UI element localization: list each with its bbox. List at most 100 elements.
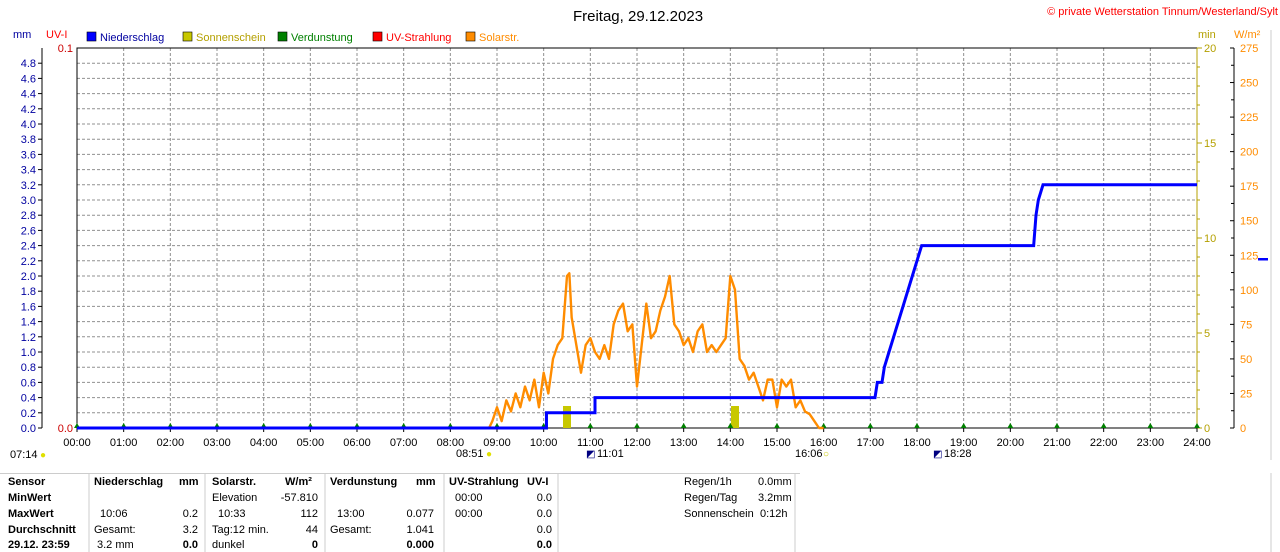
legend-label: Verdunstung — [291, 32, 353, 44]
y-tick-min: 0 — [1204, 423, 1210, 435]
y-tick-min: 5 — [1204, 328, 1210, 340]
y-tick-mm: 3.8 — [21, 134, 36, 146]
sunshine-bar — [731, 406, 739, 428]
y-tick-mm: 0.4 — [21, 393, 36, 405]
uv-max-val: 0.0 — [536, 508, 552, 520]
y-tick-mm: 4.6 — [21, 73, 36, 85]
label-date: 29.12. 23:59 — [8, 539, 70, 551]
x-tick-label: 08:00 — [437, 437, 465, 449]
y-tick-mm: 4.0 — [21, 119, 36, 131]
x-tick-label: 22:00 — [1090, 437, 1118, 449]
precip-header: Niederschlag — [94, 476, 164, 488]
y-tick-mm: 2.8 — [21, 210, 36, 222]
x-tick-label: 04:00 — [250, 437, 278, 449]
solar-elev-label: Elevation — [212, 492, 258, 504]
summary-rainday-label: Regen/Tag — [684, 492, 738, 504]
y-tick-min: 15 — [1204, 138, 1216, 150]
copyright-note: © private Wetterstation Tinnum/Westerlan… — [1047, 6, 1278, 18]
precip-max-time: 10:06 — [100, 508, 128, 520]
y-tick-wm2: 250 — [1240, 78, 1258, 90]
first-light-time: 07:14 — [10, 449, 38, 461]
evaporation-marker — [1194, 423, 1200, 428]
stats-table: Sensor MinWert MaxWert Durchschnitt 29.1… — [0, 473, 1280, 552]
y-tick-mm: 4.4 — [21, 89, 36, 101]
y-tick-mm: 1.0 — [21, 347, 36, 359]
y-tick-mm: 1.8 — [21, 286, 36, 298]
sun-icon-sunrise: ● — [486, 449, 492, 460]
evaporation-marker — [587, 423, 594, 428]
evap-max-val: 0.077 — [406, 508, 434, 520]
solar-day-val: 44 — [305, 524, 318, 536]
summary-sunshine-label: Sonnenschein — [684, 508, 754, 520]
legend-label: Solarstr. — [479, 32, 519, 44]
y-tick-wm2: 50 — [1240, 354, 1252, 366]
y-tick-min: 10 — [1204, 233, 1216, 245]
precip-unit: mm — [179, 476, 199, 488]
uv-min-time: 00:00 — [455, 492, 483, 504]
x-tick-label: 18:00 — [903, 437, 931, 449]
evaporation-marker — [960, 423, 967, 428]
solar-dark-val: 0 — [311, 539, 318, 551]
y-tick-wm2: 100 — [1240, 285, 1258, 297]
y-tick-uvi: 0.1 — [58, 43, 73, 55]
y-tick-wm2: 200 — [1240, 147, 1258, 159]
x-tick-label: 10:00 — [530, 437, 558, 449]
evaporation-marker — [727, 423, 734, 428]
y-tick-wm2: 25 — [1240, 388, 1252, 400]
x-tick-label: 24:00 — [1183, 437, 1211, 449]
y-tick-wm2: 0 — [1240, 423, 1246, 435]
evaporation-marker — [1147, 423, 1154, 428]
x-tick-label: 16:00 — [810, 437, 838, 449]
y-tick-wm2: 75 — [1240, 319, 1252, 331]
y-tick-mm: 0.8 — [21, 362, 36, 374]
legend-swatch — [277, 31, 288, 42]
x-tick-label: 14:00 — [717, 437, 745, 449]
legend-label: UV-Strahlung — [386, 32, 451, 44]
legend: Niederschlag Sonnenschein Verdunstung UV-St… — [86, 31, 519, 44]
evaporation-marker — [867, 423, 874, 428]
evap-total-label: Gesamt: — [330, 524, 372, 536]
x-tick-label: 23:00 — [1137, 437, 1165, 449]
noon-icon: ◩ — [586, 449, 595, 460]
evaporation-marker — [774, 423, 780, 428]
label-sensor: Sensor — [8, 476, 46, 488]
solar-max-val: 112 — [300, 508, 318, 520]
sunrise-icon: ● — [40, 450, 46, 461]
evap-unit: mm — [416, 476, 436, 488]
noon-time: 11:01 — [597, 448, 624, 460]
solar-max-time: 10:33 — [218, 508, 246, 520]
precip-last-val: 0.0 — [182, 539, 198, 551]
solar-day-label: Tag:12 min. — [212, 524, 269, 536]
precip-last-label: 3.2 mm — [97, 539, 134, 551]
evaporation-marker — [680, 423, 687, 428]
legend-label: Sonnenschein — [196, 32, 266, 44]
y-tick-mm: 2.2 — [21, 256, 36, 268]
y-tick-mm: 3.2 — [21, 180, 36, 192]
x-tick-label: 19:00 — [950, 437, 978, 449]
x-tick-label: 09:00 — [483, 437, 511, 449]
precip-total-val: 3.2 — [182, 524, 198, 536]
precip-total-label: Gesamt: — [94, 524, 136, 536]
evap-max-time: 13:00 — [337, 508, 365, 520]
chart-grid — [77, 48, 1197, 428]
weather-chart: 0.0 0.2 0.4 0.6 0.8 1.0 1.2 1.4 1.6 1.8 2.0 2.2 2.4 2… — [10, 6, 1278, 461]
y-tick-wm2: 125 — [1240, 250, 1258, 262]
y-tick-mm: 4.8 — [21, 58, 36, 70]
summary-sunshine-val: 0:12h — [760, 508, 788, 520]
legend-swatch — [465, 31, 476, 42]
sunshine-bar — [563, 406, 571, 428]
solar-unit: W/m² — [285, 476, 312, 488]
y-tick-mm: 4.2 — [21, 104, 36, 116]
y-tick-mm: 3.0 — [21, 195, 36, 207]
x-tick-label: 21:00 — [1043, 437, 1071, 449]
x-tick-label: 05:00 — [297, 437, 325, 449]
series-solar-line — [487, 272, 824, 430]
y-tick-mm: 2.0 — [21, 271, 36, 283]
x-tick-label: 11:00 — [577, 437, 604, 449]
legend-swatch — [86, 31, 97, 42]
right-edge-marker — [1258, 258, 1268, 261]
y-tick-wm2: 150 — [1240, 216, 1258, 228]
y-tick-wm2: 275 — [1240, 43, 1258, 55]
chart-title: Freitag, 29.12.2023 — [573, 8, 703, 25]
evaporation-marker — [1100, 423, 1107, 428]
